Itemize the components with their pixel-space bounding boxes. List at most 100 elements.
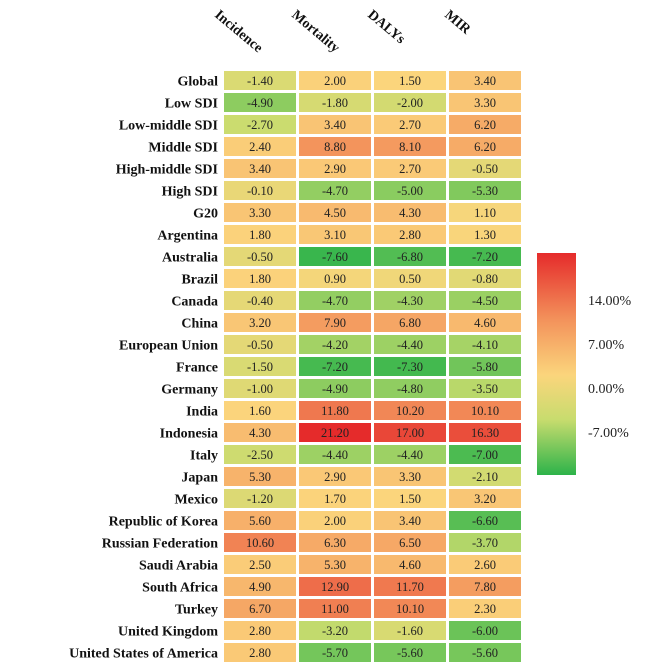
heatmap-cell xyxy=(449,357,521,376)
heatmap-cell xyxy=(449,71,521,90)
row-label: China xyxy=(181,317,218,332)
heatmap-cell xyxy=(299,291,371,310)
cell-value-label: -1.40 xyxy=(247,74,273,88)
heatmap-cell xyxy=(374,467,446,486)
heatmap-cell xyxy=(224,247,296,266)
cell-value-label: 6.30 xyxy=(324,536,346,550)
cell-value-label: -0.50 xyxy=(247,338,273,352)
heatmap-cell xyxy=(449,93,521,112)
row-label: Low-middle SDI xyxy=(119,119,218,134)
heatmap-cell xyxy=(224,511,296,530)
cell-value-label: -6.60 xyxy=(472,514,498,528)
heatmap-cell xyxy=(224,423,296,442)
cell-value-label: -7.20 xyxy=(472,250,498,264)
cell-value-label: -0.80 xyxy=(472,272,498,286)
cell-value-label: 1.10 xyxy=(474,206,496,220)
heatmap-cell xyxy=(299,357,371,376)
row-label: High-middle SDI xyxy=(116,163,218,178)
cell-value-label: 4.60 xyxy=(474,316,496,330)
row-label: Germany xyxy=(161,383,218,398)
heatmap-cell xyxy=(374,599,446,618)
cell-value-label: 3.20 xyxy=(474,492,496,506)
heatmap-cell xyxy=(449,445,521,464)
cell-value-label: -5.00 xyxy=(397,184,423,198)
heatmap-cell xyxy=(374,93,446,112)
colorbar-tick-label: 14.00% xyxy=(588,294,632,309)
heatmap-cell xyxy=(374,269,446,288)
cell-value-label: 3.30 xyxy=(474,96,496,110)
row-label: Italy xyxy=(190,449,218,464)
cell-value-label: 6.50 xyxy=(399,536,421,550)
heatmap-cell xyxy=(299,203,371,222)
heatmap-cell xyxy=(299,643,371,662)
cell-value-label: -3.50 xyxy=(472,382,498,396)
row-label: Canada xyxy=(171,295,218,310)
cell-value-label: -5.60 xyxy=(397,646,423,660)
row-label: Japan xyxy=(181,471,218,486)
cell-value-label: 10.10 xyxy=(396,602,424,616)
cell-value-label: -0.50 xyxy=(472,162,498,176)
cell-value-label: 5.30 xyxy=(324,558,346,572)
cell-value-label: -6.00 xyxy=(472,624,498,638)
heatmap-cell xyxy=(449,379,521,398)
heatmap-cell xyxy=(299,379,371,398)
column-label-dalys: DALYs xyxy=(364,8,408,48)
row-label: United Kingdom xyxy=(118,625,218,640)
heatmap-cell xyxy=(449,313,521,332)
heatmap-cell xyxy=(449,247,521,266)
heatmap-cell xyxy=(374,71,446,90)
column-labels: Incidence Mortality DALYs MIR xyxy=(211,8,473,56)
cell-value-label: 5.60 xyxy=(249,514,271,528)
heatmap-cell xyxy=(374,225,446,244)
heatmap-cell xyxy=(224,533,296,552)
cell-value-label: -2.00 xyxy=(397,96,423,110)
row-label: Republic of Korea xyxy=(109,515,218,530)
heatmap-cell xyxy=(374,137,446,156)
cell-value-label: 1.50 xyxy=(399,492,421,506)
cell-value-label: -7.00 xyxy=(472,448,498,462)
row-label: Russian Federation xyxy=(102,537,219,552)
heatmap-cell xyxy=(449,291,521,310)
cell-value-label: -2.10 xyxy=(472,470,498,484)
cell-value-label: 4.50 xyxy=(324,206,346,220)
heatmap-cell xyxy=(299,577,371,596)
row-label: G20 xyxy=(193,207,218,222)
heatmap-cell xyxy=(449,401,521,420)
heatmap-cell xyxy=(449,555,521,574)
cell-value-label: -0.50 xyxy=(247,250,273,264)
cell-value-label: -5.30 xyxy=(472,184,498,198)
row-label: United States of America xyxy=(69,647,218,662)
cell-value-label: 5.30 xyxy=(249,470,271,484)
heatmap-cells: -1.40 2.00 1.50 3.40 -4.90 -1.80 -2.00 3.30 -2.7… xyxy=(224,71,521,662)
row-label: Australia xyxy=(162,251,218,266)
heatmap-cell xyxy=(374,533,446,552)
heatmap-cell xyxy=(374,643,446,662)
cell-value-label: 2.90 xyxy=(324,470,346,484)
cell-value-label: 7.80 xyxy=(474,580,496,594)
heatmap-cell xyxy=(224,489,296,508)
heatmap-cell xyxy=(299,621,371,640)
heatmap-cell xyxy=(449,511,521,530)
cell-value-label: -4.40 xyxy=(322,448,348,462)
row-label: Low SDI xyxy=(165,97,218,112)
cell-value-label: -4.20 xyxy=(322,338,348,352)
heatmap-cell xyxy=(374,445,446,464)
cell-value-label: 0.90 xyxy=(324,272,346,286)
cell-value-label: 1.80 xyxy=(249,272,271,286)
heatmap-cell xyxy=(224,203,296,222)
heatmap-cell xyxy=(224,269,296,288)
cell-value-label: 7.90 xyxy=(324,316,346,330)
heatmap-cell xyxy=(374,357,446,376)
heatmap-cell xyxy=(374,489,446,508)
cell-value-label: -4.50 xyxy=(472,294,498,308)
heatmap-cell xyxy=(449,423,521,442)
heatmap-cell xyxy=(224,159,296,178)
heatmap-cell xyxy=(374,203,446,222)
column-label-mir: MIR xyxy=(441,8,473,39)
cell-value-label: -7.30 xyxy=(397,360,423,374)
cell-value-label: 10.10 xyxy=(471,404,499,418)
heatmap-cell xyxy=(449,203,521,222)
cell-value-label: 6.20 xyxy=(474,118,496,132)
heatmap-cell xyxy=(449,577,521,596)
column-label-mortality: Mortality xyxy=(288,8,342,56)
